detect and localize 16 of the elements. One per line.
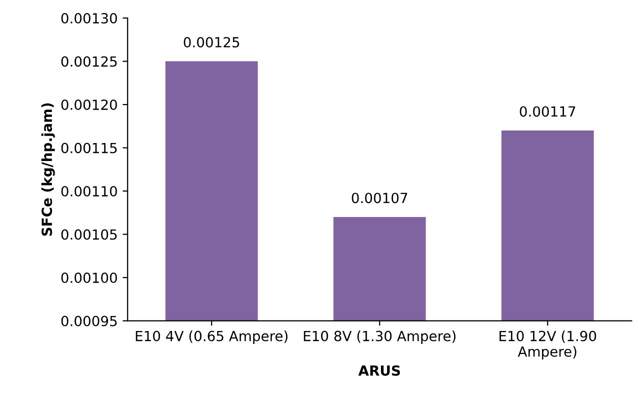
data-label: 0.00107 xyxy=(352,192,408,204)
data-label: 0.00117 xyxy=(520,106,576,117)
y-tick-label: 0.00125 xyxy=(61,56,117,67)
y-tick-label: 0.00105 xyxy=(61,229,117,240)
y-axis-title: SFCe (kg/hp.jam) xyxy=(41,103,55,236)
y-tick-label: 0.00100 xyxy=(61,272,117,284)
y-tick-label: 0.00130 xyxy=(61,13,117,24)
y-tick-label: 0.00120 xyxy=(61,100,117,110)
y-tick-label: 0.00110 xyxy=(61,186,117,197)
y-tick-label: 0.00115 xyxy=(61,142,117,154)
x-tick-label: E10 12V (1.90 Ampere) xyxy=(500,330,596,360)
y-tick-label: 0.00095 xyxy=(61,316,117,326)
data-label: 0.00125 xyxy=(184,36,240,48)
x-tick-label: E10 8V (1.30 Ampere) xyxy=(304,330,456,344)
x-axis-title: ARUS xyxy=(358,365,400,376)
x-tick-label: E10 4V (0.65 Ampere) xyxy=(136,330,288,344)
